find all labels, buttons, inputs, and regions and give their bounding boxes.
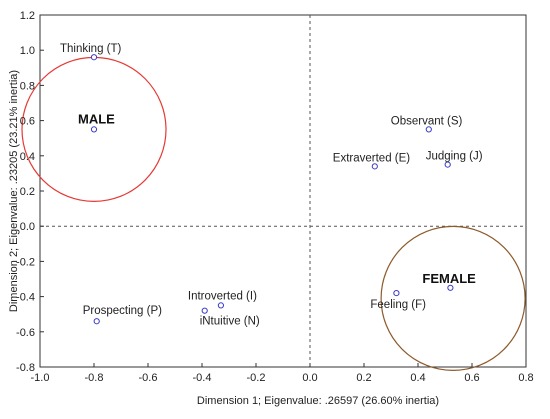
y-tick-label: -0.6	[16, 327, 35, 339]
point-label-introverted-i: Introverted (I)	[188, 290, 257, 302]
y-tick-label: 0.0	[20, 221, 35, 233]
y-tick-label: 1.2	[20, 10, 35, 22]
point-label-prospecting-p: Prospecting (P)	[83, 305, 162, 317]
point-intuitive-n	[201, 307, 208, 314]
plot-frame	[39, 14, 527, 368]
point-extraverted-e	[371, 163, 378, 170]
x-tick-label: 0.4	[410, 372, 425, 384]
x-tick-label: 0.2	[356, 372, 371, 384]
point-label-feeling-f: Feeling (F)	[370, 299, 426, 311]
point-label-extraverted-e: Extraverted (E)	[333, 152, 410, 164]
point-feeling-f	[393, 289, 400, 297]
point-thinking-t	[90, 54, 98, 61]
x-tick-label: 0.8	[518, 372, 533, 384]
y-tick-label: -0.2	[16, 256, 35, 268]
x-tick-label: 0.0	[302, 372, 317, 384]
x-tick-label: -0.4	[193, 372, 212, 384]
point-observant-s	[425, 126, 432, 133]
point-female	[447, 284, 454, 291]
y-tick-label: 1.0	[20, 45, 35, 57]
point-male	[90, 126, 98, 133]
point-label-male: MALE	[78, 111, 115, 126]
y-tick-label: 0.8	[20, 80, 35, 92]
y-tick-label: 0.6	[20, 116, 35, 128]
y-tick-label: 0.2	[20, 186, 35, 198]
y-tick-label: -0.8	[16, 362, 35, 374]
x-axis-label: Dimension 1; Eigenvalue: .26597 (26.60% …	[197, 395, 439, 407]
y-tick-label: -0.4	[16, 292, 35, 304]
point-label-thinking-t: Thinking (T)	[60, 43, 122, 55]
point-introverted-i	[217, 302, 224, 309]
female-group-circle	[380, 225, 526, 371]
point-judging-j	[444, 161, 451, 168]
point-label-observant-s: Observant (S)	[391, 115, 463, 127]
y-axis-label: Dimension 2; Eigenvalue: .23205 (23.21% …	[8, 70, 20, 312]
x-tick-label: -1.0	[31, 372, 50, 384]
x-tick-label: -0.8	[85, 372, 104, 384]
x-tick-label: 0.6	[464, 372, 479, 384]
x-tick-label: -0.6	[139, 372, 158, 384]
point-label-intuitive-n: iNtuitive (N)	[200, 316, 260, 328]
point-label-judging-j: Judging (J)	[426, 151, 483, 163]
point-prospecting-p	[93, 318, 100, 325]
y-tick-label: 0.4	[20, 151, 35, 163]
point-label-female: FEMALE	[422, 271, 476, 286]
x-tick-label: -0.2	[247, 372, 266, 384]
